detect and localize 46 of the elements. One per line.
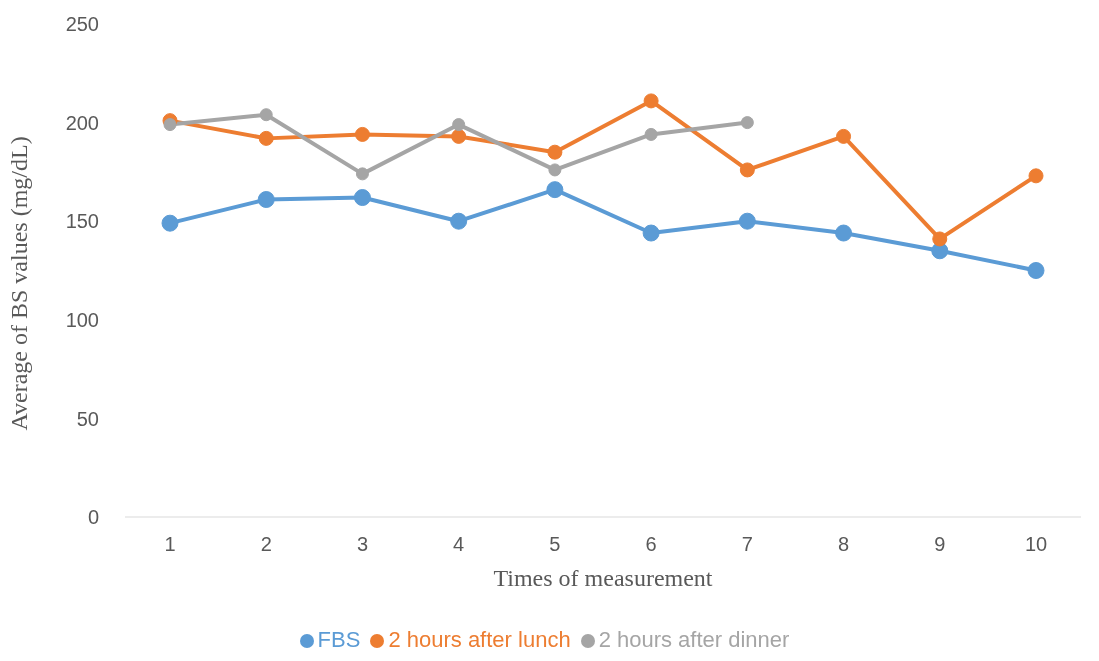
point <box>1027 262 1045 279</box>
point <box>547 144 563 160</box>
x-tick-label: 8 <box>837 533 850 556</box>
point <box>258 130 274 146</box>
point <box>739 162 755 178</box>
x-tick-label: 3 <box>356 533 369 556</box>
x-tick-label: 2 <box>260 533 272 556</box>
x-tick-label: 7 <box>741 533 753 556</box>
y-tick-label: 250 <box>65 13 99 36</box>
y-tick-label: 50 <box>76 407 99 430</box>
y-axis-title: Average of BS values (mg/dL) <box>5 136 32 431</box>
point <box>452 118 466 132</box>
point <box>738 212 756 230</box>
x-tick-label: 9 <box>934 533 946 556</box>
legend-label: FBS <box>317 627 361 652</box>
legend-label: 2 hours after lunch <box>388 627 571 652</box>
point <box>161 214 179 232</box>
legend-label: 2 hours after dinner <box>598 627 790 652</box>
point <box>450 212 468 230</box>
y-tick-label: 100 <box>65 308 99 331</box>
point <box>644 127 658 141</box>
point <box>546 181 564 199</box>
x-tick-label: 4 <box>453 533 465 556</box>
x-tick-label: 1 <box>164 533 176 556</box>
y-tick-label: 150 <box>65 210 99 233</box>
point <box>740 116 754 130</box>
y-tick-label: 200 <box>65 111 99 134</box>
point <box>548 163 562 177</box>
point <box>835 224 853 242</box>
x-tick-label: 10 <box>1024 533 1048 556</box>
point <box>932 231 948 247</box>
point <box>836 128 852 144</box>
point <box>353 189 371 207</box>
point <box>257 191 275 209</box>
point <box>451 128 467 144</box>
x-tick-label: 6 <box>645 533 657 556</box>
y-tick-label: 0 <box>87 506 99 529</box>
point <box>642 224 660 242</box>
x-axis-title: Times of measurement <box>493 565 713 592</box>
point <box>163 118 177 132</box>
point <box>259 108 273 122</box>
point <box>354 126 370 142</box>
x-tick-label: 5 <box>549 533 561 556</box>
point <box>355 167 369 181</box>
point <box>1028 168 1044 184</box>
point <box>643 93 659 109</box>
